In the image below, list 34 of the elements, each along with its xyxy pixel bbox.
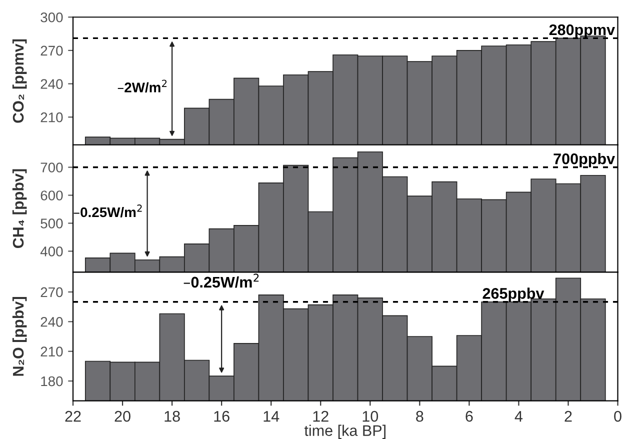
y-tick-label: 270 — [40, 46, 63, 56]
y-axis-title: N₂O [ppbv] — [12, 297, 27, 376]
x-tick-label: 2 — [564, 410, 572, 422]
ref-line-label: 700ppbv — [554, 153, 615, 168]
y-tick-label: 700 — [40, 162, 63, 172]
x-tick-label: 4 — [514, 411, 523, 422]
y-tick-label: 300 — [40, 12, 63, 22]
x-tick-label: 10 — [362, 410, 378, 422]
x-tick-label: 18 — [164, 410, 180, 422]
x-tick-label: 8 — [416, 410, 424, 422]
y-tick-label: 180 — [41, 376, 63, 386]
ref-line-label: 265ppbv — [482, 288, 544, 302]
annotation: –2W/m$^{2}$ — [118, 80, 167, 93]
ref-line-label: 280ppmv — [549, 24, 615, 38]
annotation: –0.25W/m$^{2}$ — [184, 274, 259, 288]
y-tick-label: 600 — [40, 190, 63, 200]
y-axis-title: CO₂ [ppmv] — [12, 39, 27, 123]
x-tick-label: 20 — [114, 410, 130, 422]
y-tick-label: 210 — [40, 346, 63, 357]
y-tick-label: 210 — [40, 112, 63, 122]
y-tick-label: 500 — [40, 218, 63, 228]
x-tick-label: 6 — [466, 410, 473, 422]
x-tick-label: 22 — [65, 410, 81, 422]
x-tick-label: 16 — [214, 410, 230, 422]
annotation: –0.25W/m$^{2}$ — [74, 204, 142, 218]
y-tick-label: 400 — [40, 246, 63, 256]
x-axis-title: time [ka BP] — [304, 424, 386, 439]
y-tick-label: 240 — [40, 316, 63, 327]
y-tick-label: 240 — [40, 79, 63, 89]
x-tick-label: 14 — [264, 411, 280, 422]
x-tick-label: 0 — [614, 410, 622, 422]
y-axis-title: CH₄ [ppbv] — [12, 169, 27, 248]
x-tick-label: 12 — [313, 410, 328, 422]
y-tick-label: 270 — [40, 287, 63, 298]
